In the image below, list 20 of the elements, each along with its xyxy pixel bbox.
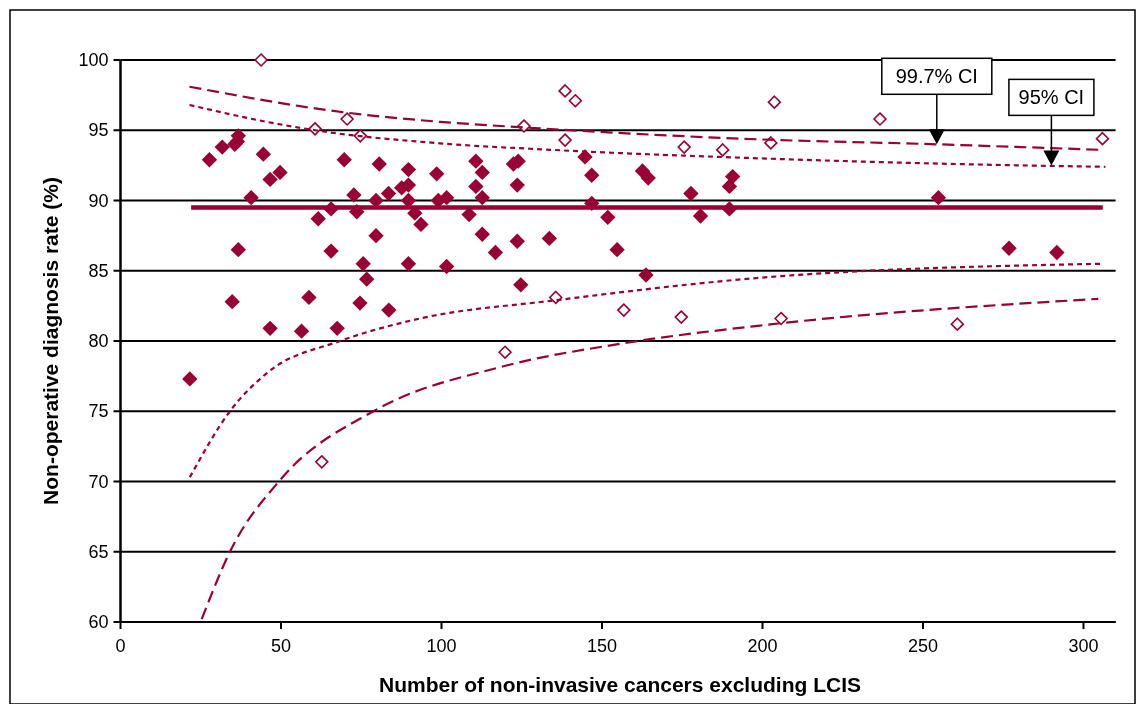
x-tick-label: 200 <box>747 636 778 656</box>
y-tick-label: 75 <box>88 401 109 422</box>
x-tick-label: 250 <box>907 636 939 656</box>
x-axis-title: Number of non-invasive cancers excluding LCIS <box>379 673 861 696</box>
y-tick-label: 70 <box>88 471 109 492</box>
annotation: 95% CI <box>1018 86 1085 109</box>
x-tick-label: 50 <box>270 636 292 656</box>
y-tick-label: 95 <box>88 120 109 141</box>
y-axis-title: Non-operative diagnosis rate (%) <box>39 177 62 505</box>
annotation: 99.7% CI <box>895 65 978 88</box>
x-tick-label: 0 <box>115 636 126 656</box>
x-tick-label: 300 <box>1068 636 1099 656</box>
y-tick-label: 80 <box>88 331 109 351</box>
y-tick-label: 60 <box>88 612 109 632</box>
y-tick-label: 90 <box>88 190 109 211</box>
y-tick-label: 85 <box>88 260 109 281</box>
x-tick-label: 100 <box>426 636 457 656</box>
y-tick-label: 100 <box>78 50 109 70</box>
y-tick-label: 65 <box>88 541 109 562</box>
x-tick-label: 150 <box>586 636 618 656</box>
